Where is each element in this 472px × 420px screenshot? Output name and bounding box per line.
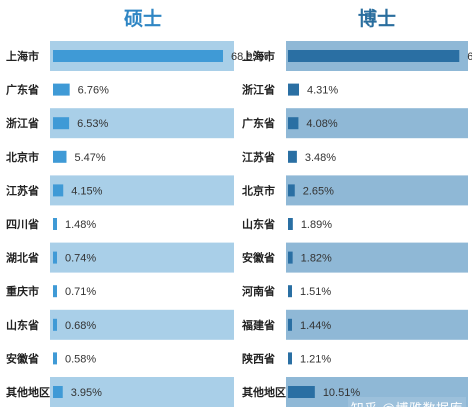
master-row-band [50, 309, 234, 340]
master-row-band [50, 175, 234, 206]
master-bar [53, 184, 64, 197]
master-bar [53, 318, 57, 331]
doctor-value-label: 10.51% [323, 387, 361, 399]
master-panel-title: 硕士 [123, 9, 162, 30]
master-category-label: 四川省 [6, 217, 39, 231]
master-category-label: 湖北省 [6, 251, 39, 265]
doctor-value-label: 1.89% [301, 219, 332, 231]
doctor-bar [288, 251, 293, 264]
doctor-row-band [286, 108, 468, 139]
doctor-value-label: 4.31% [307, 85, 338, 97]
master-row-band [50, 108, 234, 139]
master-category-label: 安徽省 [6, 351, 39, 365]
doctor-bar [288, 218, 293, 230]
watermark: 知乎 @博雅数据库 [347, 397, 466, 418]
doctor-value-label: 2.65% [303, 185, 334, 197]
master-value-label: 0.74% [65, 253, 96, 265]
master-value-label: 0.58% [65, 353, 96, 365]
doctor-category-label: 山东省 [242, 217, 275, 231]
master-row-band [50, 377, 234, 407]
master-value-label: 1.48% [65, 219, 96, 231]
master-value-label: 4.15% [71, 185, 102, 197]
doctor-value-label: 1.44% [300, 320, 331, 332]
master-value-label: 3.95% [71, 387, 102, 399]
doctor-panel-title: 博士 [357, 9, 396, 30]
master-bar [53, 251, 57, 264]
doctor-bar [288, 50, 460, 62]
doctor-row-band [286, 377, 468, 407]
doctor-category-label: 陕西省 [242, 351, 275, 365]
master-value-label: 6.53% [77, 118, 108, 130]
doctor-category-label: 其他地区 [242, 385, 286, 399]
doctor-bar [288, 184, 295, 197]
master-bar [53, 218, 57, 230]
doctor-value-label: 3.48% [305, 152, 336, 164]
doctor-category-label: 江苏省 [242, 150, 275, 164]
master-category-label: 其他地区 [6, 385, 50, 399]
doctor-bar [288, 386, 315, 398]
master-category-label: 山东省 [6, 318, 39, 332]
master-category-label: 广东省 [6, 83, 39, 97]
master-category-label: 浙江省 [6, 116, 39, 130]
master-bar [53, 386, 63, 398]
doctor-category-label: 广东省 [242, 116, 275, 130]
doctor-category-label: 安徽省 [242, 251, 275, 265]
master-value-label: 68.95% [231, 51, 269, 63]
master-bar [53, 285, 57, 298]
master-row-band [50, 242, 234, 273]
doctor-bar [288, 318, 292, 331]
doctor-value-label: 67.10% [467, 51, 472, 63]
master-value-label: 6.76% [78, 85, 109, 97]
doctor-bar [288, 83, 300, 96]
master-value-label: 5.47% [74, 152, 105, 164]
master-value-label: 0.71% [65, 286, 96, 298]
master-category-label: 北京市 [6, 150, 39, 164]
doctor-row-band [286, 309, 468, 340]
doctor-row-band [286, 175, 468, 206]
doctor-row-band [286, 242, 468, 273]
master-value-label: 0.68% [65, 320, 96, 332]
doctor-value-label: 4.08% [306, 118, 337, 130]
doctor-category-label: 北京市 [242, 183, 275, 197]
master-bar [53, 50, 223, 62]
doctor-value-label: 1.82% [301, 253, 332, 265]
doctor-bar [288, 117, 299, 130]
master-bar [53, 352, 57, 365]
master-bar [53, 83, 70, 96]
master-bar [53, 117, 70, 130]
doctor-bar [288, 150, 297, 163]
doctor-bar [288, 352, 292, 365]
doctor-category-label: 河南省 [242, 284, 275, 298]
doctor-category-label: 浙江省 [242, 83, 275, 97]
doctor-value-label: 1.51% [300, 286, 331, 298]
doctor-bar [288, 285, 292, 298]
master-category-label: 上海市 [6, 49, 39, 63]
doctor-category-label: 福建省 [241, 318, 275, 332]
master-bar [53, 150, 67, 163]
master-category-label: 江苏省 [6, 183, 39, 197]
doctor-value-label: 1.21% [300, 353, 331, 365]
doctor-category-label: 上海市 [242, 49, 275, 63]
master-category-label: 重庆市 [6, 284, 39, 298]
